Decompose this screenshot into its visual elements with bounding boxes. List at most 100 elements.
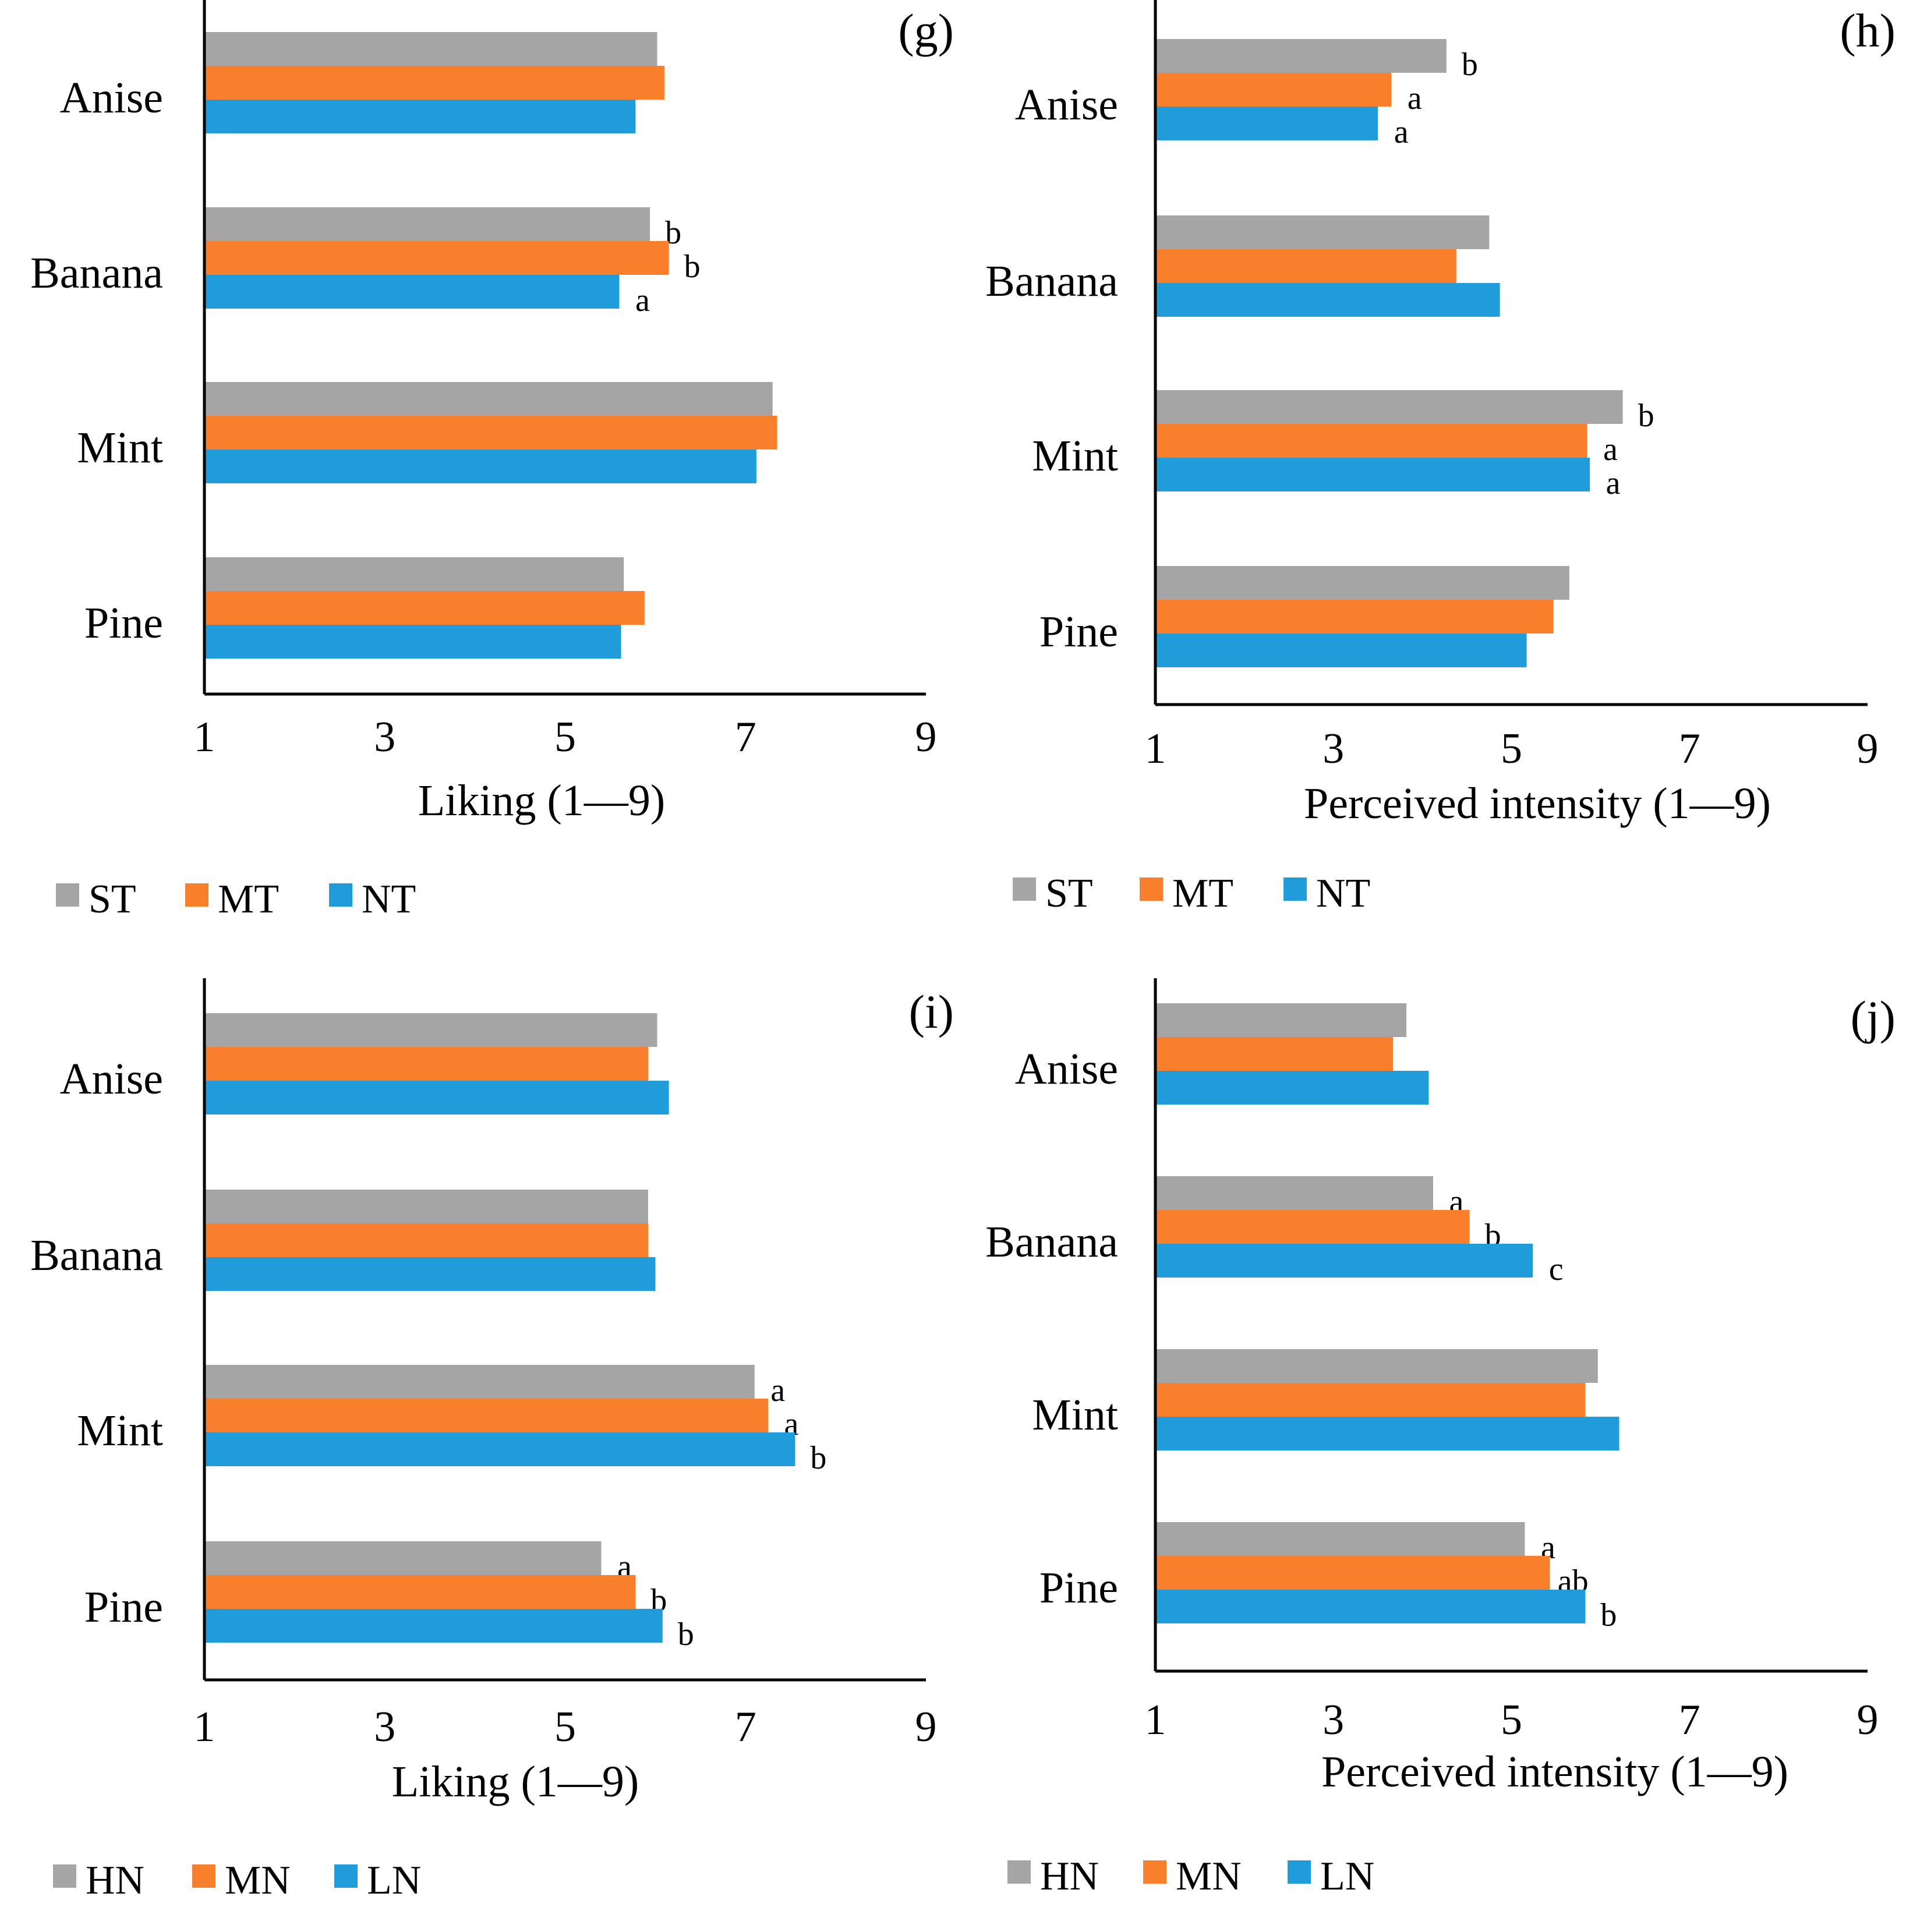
panel-j-tag: (j) xyxy=(1851,991,1896,1044)
panel-g-x-axis-title: Liking (1—9) xyxy=(418,776,665,825)
panel-h-legend-label-mt: MT xyxy=(1172,871,1233,916)
panel-h-legend-swatch-st xyxy=(1013,877,1036,901)
panel-j-bar-mn-banana xyxy=(1155,1210,1470,1244)
panel-h-bar-nt-pine xyxy=(1155,634,1527,667)
panel-i-bar-mn-banana xyxy=(204,1223,648,1257)
panel-h-legend-label-nt: NT xyxy=(1316,871,1370,916)
panel-g-bar-mt-anise xyxy=(204,66,664,100)
panel-g-bar-st-mint xyxy=(204,382,773,416)
panel-j-sig-ln-pine: b xyxy=(1600,1597,1617,1633)
panel-h-category-anise: Anise xyxy=(1015,80,1118,129)
panel-g-tick-9: 9 xyxy=(915,713,937,761)
panel-j-bar-mn-anise xyxy=(1155,1037,1394,1071)
panel-h-sig-mt-anise: a xyxy=(1408,80,1422,116)
panel-i-legend-swatch-mn xyxy=(192,1864,215,1888)
panel-g-tag: (g) xyxy=(898,4,954,57)
panel-g-bar-st-anise xyxy=(204,32,657,66)
panel-j-bar-ln-anise xyxy=(1155,1071,1429,1105)
panel-j-bar-ln-pine xyxy=(1155,1590,1586,1623)
panel-h-bar-st-banana xyxy=(1155,215,1490,249)
panel-i-bar-ln-anise xyxy=(204,1081,669,1114)
panel-i-legend-label-ln: LN xyxy=(367,1858,421,1903)
panel-g-legend-swatch-st xyxy=(56,883,79,907)
panel-i-sig-ln-pine: b xyxy=(678,1616,694,1653)
panel-g-bar-nt-mint xyxy=(204,450,756,483)
panel-h-sig-st-anise: b xyxy=(1462,47,1478,83)
panel-j-x-axis-title: Perceived intensity (1—9) xyxy=(1321,1747,1788,1796)
panel-j-tick-7: 7 xyxy=(1679,1696,1700,1744)
panel-j-bar-hn-anise xyxy=(1155,1003,1407,1037)
panel-i-legend-label-mn: MN xyxy=(225,1858,291,1903)
panel-j-category-banana: Banana xyxy=(985,1218,1118,1266)
panel-j-tick-5: 5 xyxy=(1501,1696,1522,1744)
panel-i-bar-hn-banana xyxy=(204,1190,648,1223)
panel-i-bar-mn-pine xyxy=(204,1575,636,1609)
panel-h-bar-st-mint xyxy=(1155,390,1623,424)
panel-h-tick-3: 3 xyxy=(1323,725,1344,773)
panel-i-bar-hn-anise xyxy=(204,1013,657,1047)
panel-j-bar-mn-mint xyxy=(1155,1383,1586,1417)
panel-g-bar-nt-banana xyxy=(204,275,620,309)
panel-g-tick-5: 5 xyxy=(554,713,576,761)
panel-j-bar-mn-pine xyxy=(1155,1556,1550,1590)
panel-j-legend-swatch-ln xyxy=(1288,1860,1311,1884)
panel-i-bar-mn-mint xyxy=(204,1399,768,1432)
panel-h-category-mint: Mint xyxy=(1032,431,1118,480)
panel-j-legend-label-hn: HN xyxy=(1040,1854,1099,1899)
panel-g-bar-nt-anise xyxy=(204,100,636,133)
panel-j-tick-3: 3 xyxy=(1323,1696,1344,1744)
panel-h-tag: (h) xyxy=(1840,4,1896,57)
panel-j-legend-label-ln: LN xyxy=(1320,1854,1374,1899)
panel-h-tick-5: 5 xyxy=(1501,725,1522,773)
panel-i-bar-ln-banana xyxy=(204,1257,656,1291)
panel-g-legend-swatch-mt xyxy=(185,883,208,907)
panel-i-tick-3: 3 xyxy=(374,1703,395,1751)
panel-h-bar-mt-anise xyxy=(1155,73,1392,107)
panel-j-legend-label-mn: MN xyxy=(1176,1854,1242,1899)
panel-g-bar-mt-pine xyxy=(204,591,645,625)
panel-i-category-anise: Anise xyxy=(60,1055,163,1103)
panel-g-tick-1: 1 xyxy=(194,713,215,761)
panel-g-bar-nt-pine xyxy=(204,625,621,659)
panel-i-sig-ln-mint: b xyxy=(810,1440,826,1476)
panel-i-bar-hn-pine xyxy=(204,1541,602,1575)
panel-j-category-mint: Mint xyxy=(1032,1390,1118,1439)
panel-h-bar-mt-mint xyxy=(1155,424,1587,458)
panel-h-bar-nt-mint xyxy=(1155,458,1590,491)
panel-i-bar-ln-mint xyxy=(204,1432,795,1466)
panel-j-category-anise: Anise xyxy=(1015,1045,1118,1094)
panel-i-tag: (i) xyxy=(909,985,954,1038)
panel-i-x-axis-title: Liking (1—9) xyxy=(392,1757,639,1806)
panel-i-bar-ln-pine xyxy=(204,1609,663,1643)
panel-h-bar-mt-banana xyxy=(1155,249,1456,283)
panel-h-sig-mt-mint: a xyxy=(1603,431,1618,468)
panel-j-bar-hn-banana xyxy=(1155,1176,1433,1210)
panel-g-category-mint: Mint xyxy=(77,423,163,472)
panel-h-sig-st-mint: b xyxy=(1638,398,1654,434)
panel-g-bar-mt-mint xyxy=(204,416,777,450)
panel-h-sig-nt-mint: a xyxy=(1606,465,1621,501)
panel-i-tick-1: 1 xyxy=(194,1703,215,1751)
panel-i-category-mint: Mint xyxy=(77,1406,163,1455)
panel-h-bar-st-anise xyxy=(1155,39,1447,73)
panel-h-bar-nt-anise xyxy=(1155,107,1378,140)
panel-h-tick-7: 7 xyxy=(1679,725,1700,773)
panel-g-legend-label-st: ST xyxy=(89,877,136,922)
panel-j-legend-swatch-hn xyxy=(1007,1860,1031,1884)
panel-i-legend-swatch-hn xyxy=(53,1864,76,1888)
panel-i-tick-9: 9 xyxy=(915,1703,937,1751)
panel-j-sig-ln-banana: c xyxy=(1549,1251,1564,1287)
panel-j-tick-1: 1 xyxy=(1145,1696,1166,1744)
panel-h-tick-9: 9 xyxy=(1857,725,1879,773)
panel-j-legend-swatch-mn xyxy=(1143,1860,1166,1884)
panel-h-bar-st-pine xyxy=(1155,566,1569,600)
panel-j-bar-hn-pine xyxy=(1155,1522,1525,1556)
panel-i-category-banana: Banana xyxy=(30,1231,163,1280)
panel-g-legend-label-mt: MT xyxy=(218,877,279,922)
panel-h-category-banana: Banana xyxy=(985,257,1118,306)
panel-g-category-banana: Banana xyxy=(30,249,163,298)
panel-h-legend-swatch-nt xyxy=(1283,877,1307,901)
panel-h-legend-label-st: ST xyxy=(1045,871,1093,916)
panel-g-sig-nt-banana: a xyxy=(635,282,650,319)
